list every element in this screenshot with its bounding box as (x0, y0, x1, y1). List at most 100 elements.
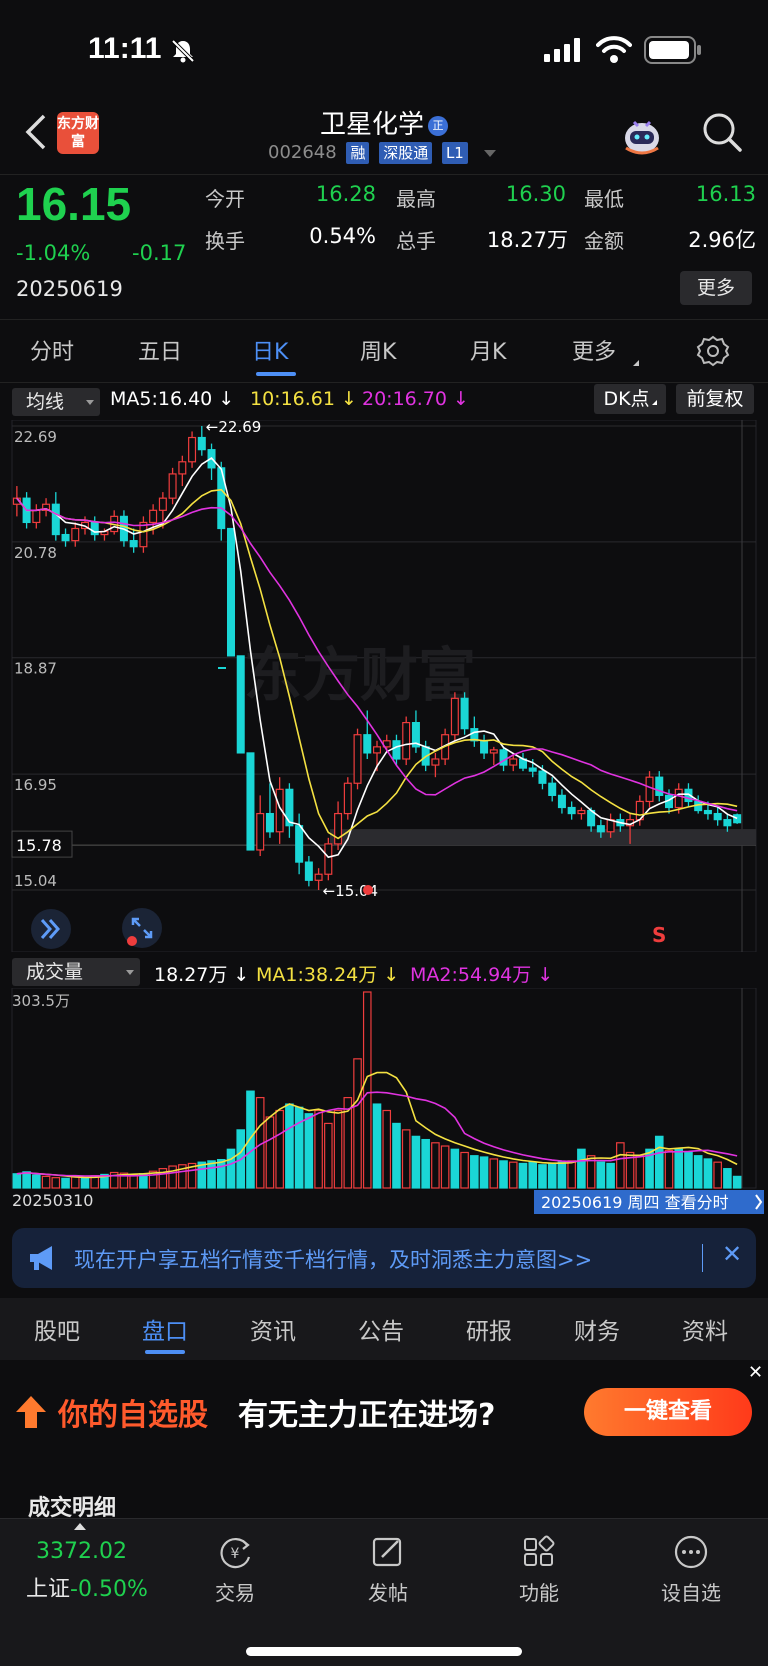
candle-body (295, 825, 304, 863)
close-icon[interactable]: ✕ (722, 1240, 743, 1268)
volume-max-label: 303.5万 (12, 992, 70, 1010)
tab-finance[interactable]: 财务 (574, 1319, 620, 1345)
volume-bar (100, 1173, 109, 1189)
volume-bar (382, 1109, 392, 1189)
ad-highlight: 你的自选股 (58, 1398, 208, 1433)
search-icon[interactable] (700, 110, 744, 154)
tab-five-day[interactable]: 五日 (138, 340, 183, 365)
change-percent: -1.04% (16, 241, 91, 265)
candle-body (567, 806, 576, 815)
candle-body (246, 752, 255, 851)
candle-body (304, 861, 313, 881)
cellular-signal-icon (544, 38, 580, 62)
tab-monthly-k[interactable]: 月K (470, 340, 507, 365)
status-bar: 11:11 (0, 0, 768, 96)
volume-bar (606, 1162, 615, 1189)
candle-body (363, 734, 372, 754)
gear-icon[interactable] (696, 334, 730, 368)
candle-body (431, 758, 440, 766)
volume-bar (703, 1158, 713, 1189)
candle-body (392, 740, 401, 760)
candle-body (285, 788, 294, 827)
volume-bar (178, 1164, 187, 1189)
candle-body (71, 527, 80, 542)
volume-bar (674, 1148, 684, 1189)
candle-body (489, 749, 498, 754)
value-amount: 2.96亿 (688, 228, 756, 252)
volume-bar (401, 1129, 411, 1189)
grid-apps-icon (524, 1535, 555, 1566)
volume-bar (12, 1173, 22, 1189)
tag-margin: 融 (346, 142, 370, 164)
nav-functions[interactable]: 功能 (494, 1535, 584, 1606)
index-name-row[interactable]: 上证-0.50% (26, 1577, 148, 1602)
value-high: 16.30 (505, 182, 566, 206)
end-date-label: 20250619 周四 查看分时 (541, 1193, 729, 1212)
dk-point-button[interactable]: DK点 (594, 384, 666, 414)
volume-chart[interactable]: 303.5万 20250310 20250619 周四 查看分时 (0, 988, 768, 1214)
forward-adjust-button[interactable]: 前复权 (676, 384, 754, 414)
more-quote-button[interactable]: 更多 (680, 271, 752, 305)
value-volume: 18.27万 (486, 228, 568, 252)
fullscreen-icon[interactable] (120, 906, 164, 950)
volume-ma1: MA1:38.24万 ↓ (256, 964, 400, 986)
tab-daily-k[interactable]: 日K (252, 340, 289, 365)
promo-banner[interactable]: 现在开户享五档行情变千档行情，及时洞悉主力意图>> ✕ (12, 1228, 756, 1288)
ad-close-icon[interactable]: ✕ (748, 1362, 764, 1383)
promo-divider (702, 1244, 703, 1272)
svg-text:¥: ¥ (231, 1546, 240, 1562)
volume-bar (635, 1155, 645, 1189)
back-arrow-icon[interactable] (20, 112, 50, 152)
volume-bar (723, 1168, 732, 1189)
kline-chart[interactable]: 东方财富 22.69 20.78 18.87 16.95 15.78 15.04 ←22.6… (0, 420, 768, 952)
candle-body (460, 697, 469, 730)
candle-body (334, 812, 343, 845)
candle-body (168, 473, 177, 499)
tab-profile[interactable]: 资料 (682, 1319, 728, 1345)
end-date-chip[interactable] (534, 1190, 764, 1214)
stock-name[interactable]: 卫星化学正 (0, 104, 768, 141)
candle-body (139, 521, 148, 548)
tab-news[interactable]: 资讯 (250, 1319, 296, 1345)
volume-bar (207, 1160, 216, 1189)
volume-bar (450, 1148, 460, 1189)
watermark-text: 东方财富 (244, 641, 476, 709)
min-price-annotation: ←15.04 (323, 882, 379, 900)
ma5-line (16, 457, 738, 859)
nav-post[interactable]: 发帖 (343, 1535, 433, 1606)
candle-body (733, 814, 742, 824)
candle-body (528, 767, 537, 772)
period-tabs: 分时 五日 日K 周K 月K 更多 (0, 320, 768, 383)
ad-banner[interactable]: 你的自选股 有无主力正在进场? 一键查看 ✕ (0, 1362, 768, 1458)
candle-body (178, 461, 187, 475)
volume-bar (479, 1156, 489, 1189)
tab-pankou[interactable]: 盘口 (142, 1319, 188, 1345)
tab-intraday[interactable]: 分时 (30, 340, 75, 365)
ma-selector[interactable]: 均线 (12, 388, 100, 416)
nav-add-favorite[interactable]: 设自选 (646, 1535, 736, 1606)
view-now-button[interactable]: 一键查看 (584, 1388, 752, 1436)
volume-bar (226, 1148, 236, 1189)
tab-guba[interactable]: 股吧 (34, 1319, 80, 1345)
mute-bell-icon (171, 39, 195, 63)
stock-code: 002648 (268, 142, 337, 163)
volume-bar (421, 1138, 430, 1189)
label-turnover: 换手 (205, 229, 245, 253)
expand-left-icon[interactable] (30, 908, 72, 950)
expand-up-icon[interactable] (74, 1523, 86, 1530)
stock-code-row[interactable]: 002648 融 深股通 L1 (268, 142, 496, 164)
tab-weekly-k[interactable]: 周K (360, 340, 397, 365)
candle-body (480, 740, 489, 754)
active-tab-indicator (256, 372, 296, 376)
volume-selector[interactable]: 成交量 (12, 958, 140, 986)
index-value[interactable]: 3372.02 (36, 1539, 127, 1564)
tab-announcements[interactable]: 公告 (358, 1319, 404, 1345)
ma10-line (16, 488, 738, 840)
volume-ma2-line (16, 1091, 738, 1177)
candle-body (32, 509, 41, 524)
robot-assistant-icon[interactable] (620, 114, 664, 158)
tab-more[interactable]: 更多 (572, 340, 617, 365)
nav-trade[interactable]: ¥ 交易 (190, 1535, 280, 1606)
volume-bar (596, 1161, 606, 1189)
tab-research[interactable]: 研报 (466, 1319, 512, 1345)
